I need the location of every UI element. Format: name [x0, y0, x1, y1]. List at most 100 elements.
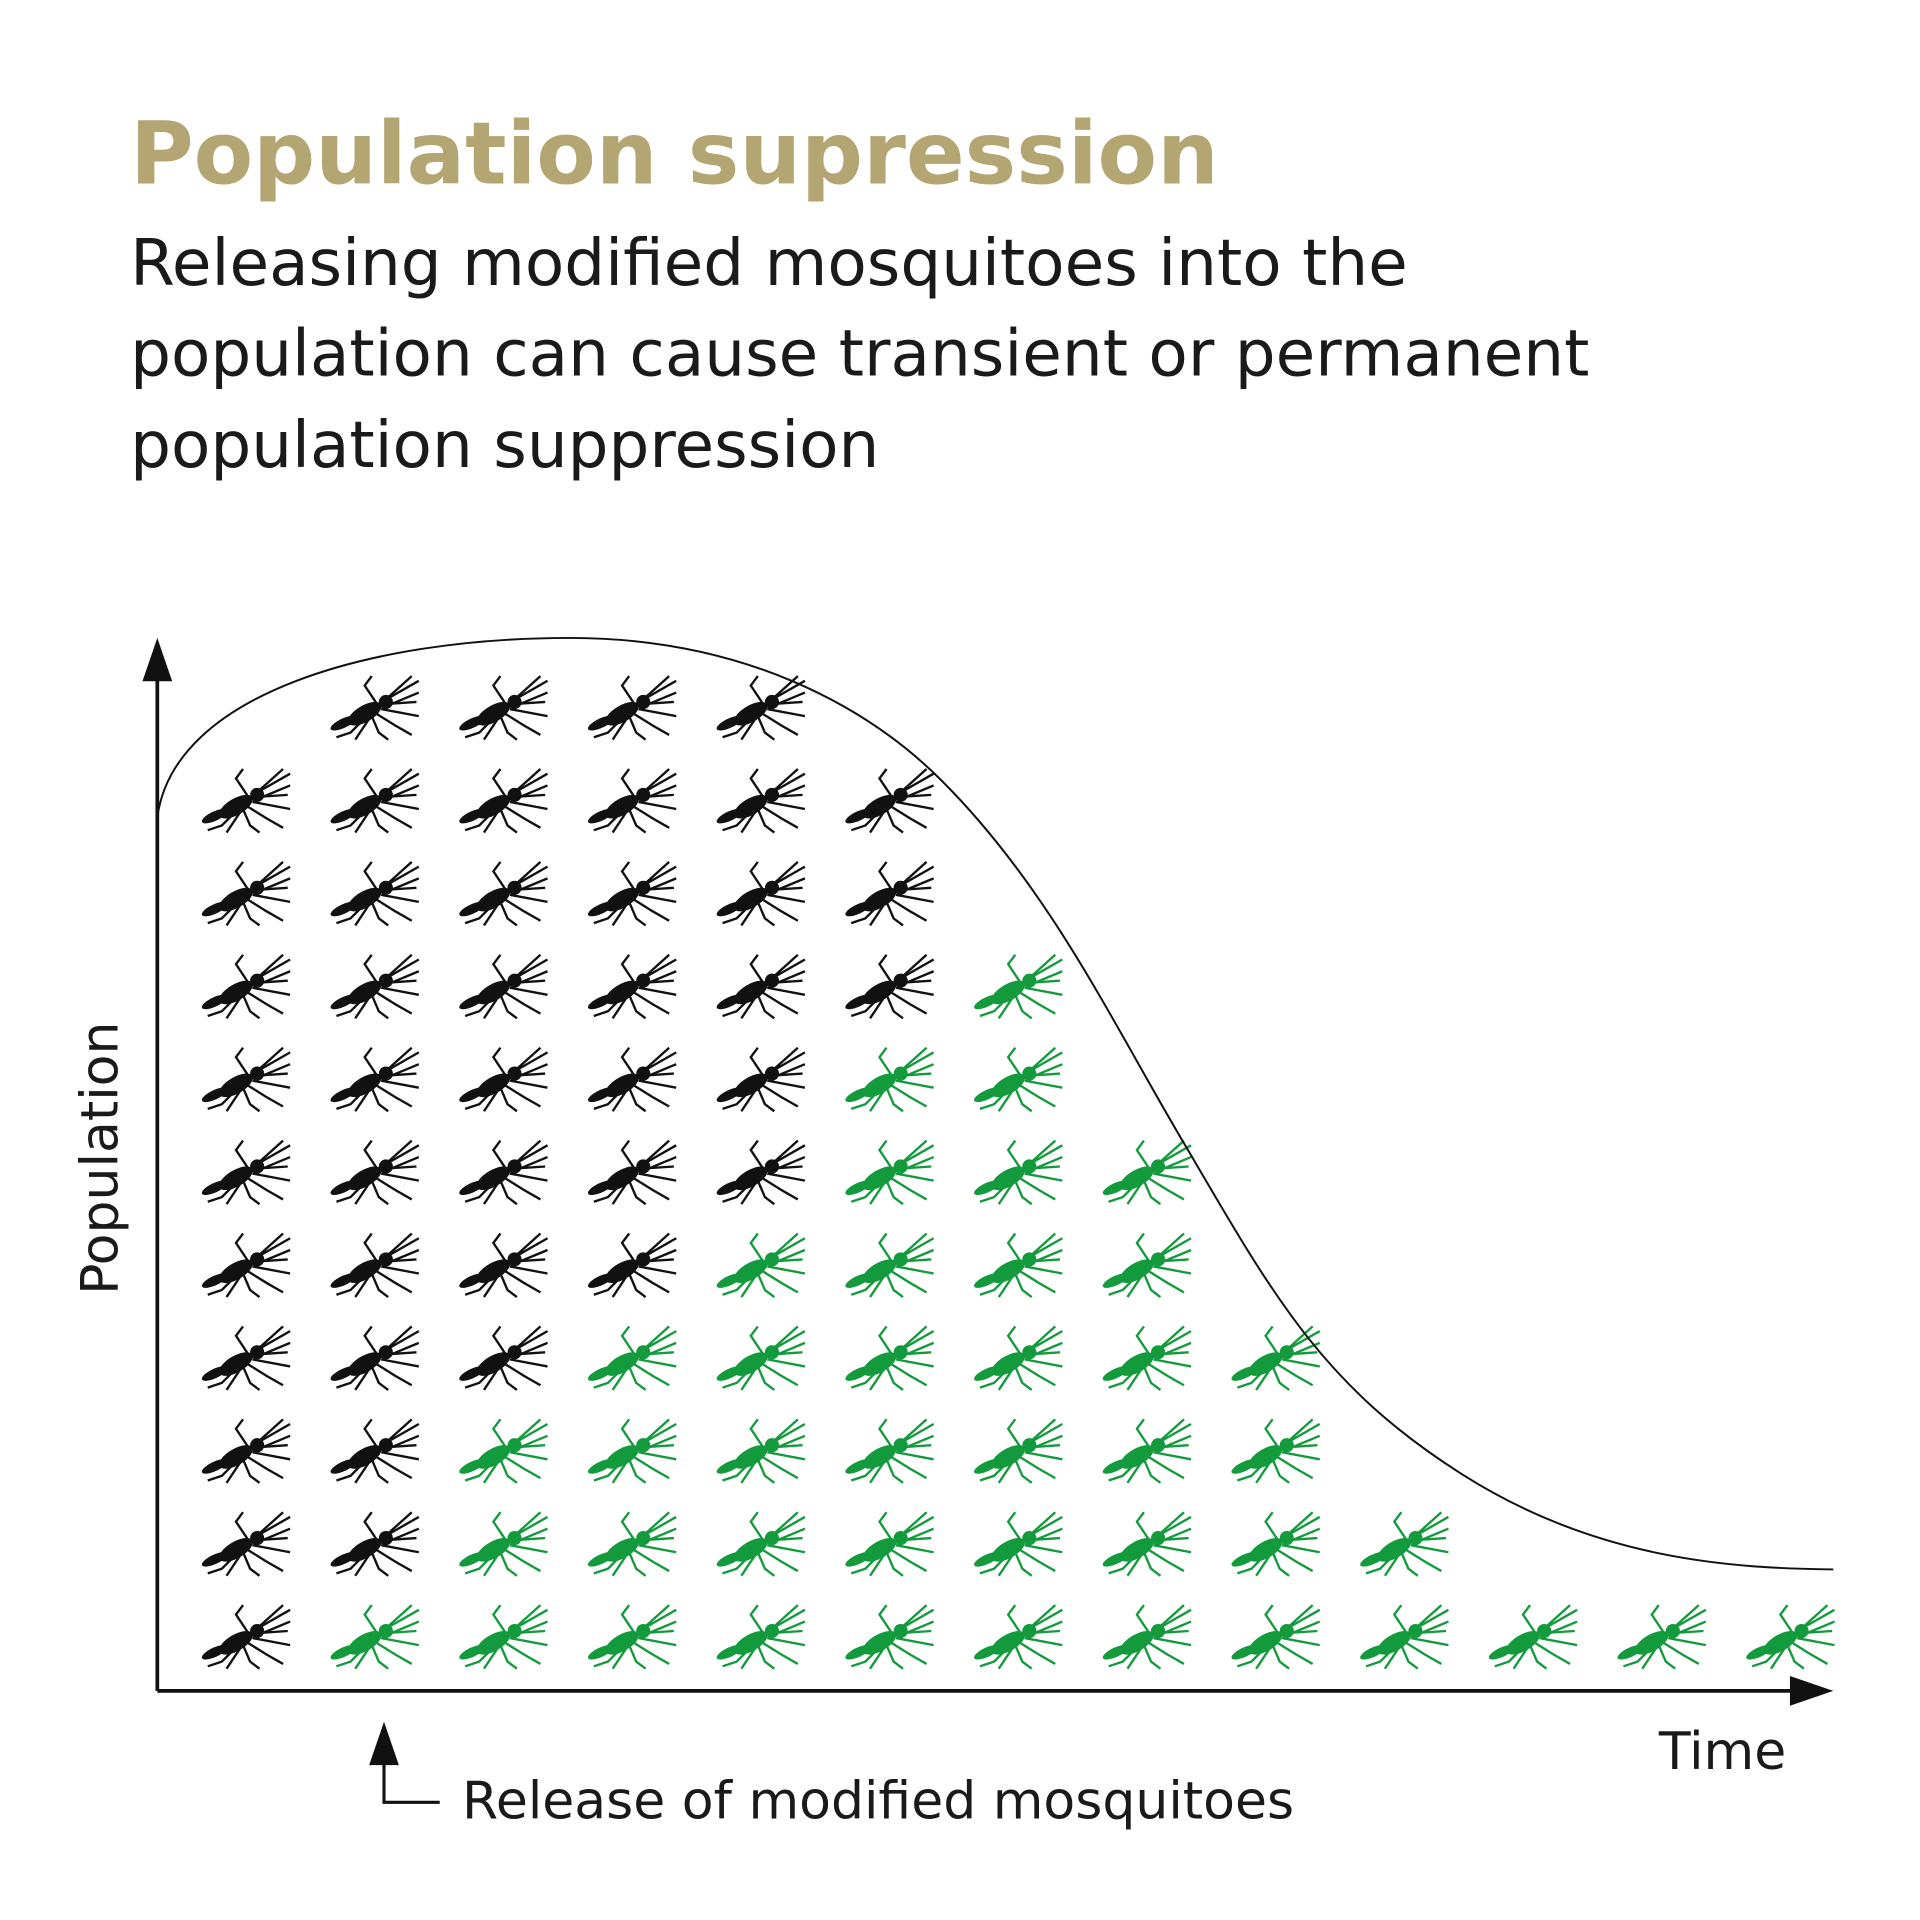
wild-mosquito — [329, 1232, 420, 1299]
modified-mosquito — [715, 1418, 807, 1485]
wild-mosquito — [458, 767, 549, 834]
subtitle-line: Releasing modified mosquitoes into the — [130, 226, 1408, 301]
wild-mosquito — [458, 1139, 549, 1206]
modified-mosquito — [972, 1232, 1064, 1299]
modified-mosquito — [972, 1603, 1064, 1670]
wild-mosquito — [200, 1139, 292, 1206]
wild-mosquito — [200, 1325, 292, 1392]
modified-mosquito — [844, 1603, 935, 1670]
wild-mosquito — [200, 1603, 292, 1670]
wild-mosquito — [329, 1511, 420, 1577]
modified-mosquito — [972, 1325, 1064, 1392]
modified-mosquito — [329, 1603, 420, 1670]
modified-mosquito — [715, 1511, 807, 1577]
wild-mosquito — [458, 674, 549, 741]
wild-mosquito — [586, 674, 678, 741]
modified-mosquito — [844, 1511, 935, 1577]
wild-mosquito — [458, 1325, 549, 1392]
modified-mosquito — [972, 1139, 1064, 1206]
modified-mosquito — [1230, 1603, 1321, 1670]
release-arrow — [382, 1758, 440, 1804]
wild-mosquito — [715, 767, 807, 834]
wild-mosquito — [329, 860, 420, 927]
wild-mosquito — [715, 1139, 807, 1206]
population-curve — [156, 636, 1834, 1571]
wild-mosquito — [586, 767, 678, 834]
modified-mosquito — [844, 1418, 935, 1485]
modified-mosquito — [1230, 1511, 1321, 1577]
modified-mosquito — [844, 1046, 935, 1113]
y-axis-label: Population — [71, 1022, 131, 1295]
modified-mosquito — [586, 1511, 678, 1577]
modified-mosquito — [715, 1232, 807, 1299]
wild-mosquito — [586, 1232, 678, 1299]
wild-mosquito — [329, 1046, 420, 1113]
modified-mosquito — [972, 953, 1064, 1020]
modified-mosquito — [1101, 1418, 1193, 1485]
wild-mosquito — [329, 674, 420, 741]
y-axis-arrow — [142, 637, 173, 682]
modified-mosquito — [1101, 1603, 1193, 1670]
modified-mosquito — [1101, 1511, 1193, 1577]
modified-mosquito — [458, 1603, 549, 1670]
wild-mosquito — [329, 1325, 420, 1392]
wild-mosquito — [329, 1418, 420, 1485]
wild-mosquito — [200, 1511, 292, 1577]
mosquito-grid — [200, 674, 1836, 1670]
wild-mosquito — [715, 1046, 807, 1113]
wild-mosquito — [715, 674, 807, 741]
modified-mosquito — [1745, 1603, 1836, 1670]
modified-mosquito — [586, 1603, 678, 1670]
modified-mosquito — [1358, 1603, 1450, 1670]
wild-mosquito — [329, 1139, 420, 1206]
annotation: Release of modified mosquitoes — [462, 1771, 1294, 1831]
wild-mosquito — [586, 860, 678, 927]
wild-mosquito — [586, 953, 678, 1020]
modified-mosquito — [458, 1511, 549, 1577]
wild-mosquito — [200, 860, 292, 927]
subtitle-line: population can cause transient or perman… — [130, 316, 1589, 391]
modified-mosquito — [1358, 1511, 1450, 1577]
title: Population supression — [130, 104, 1219, 204]
wild-mosquito — [200, 1418, 292, 1485]
wild-mosquito — [715, 860, 807, 927]
wild-mosquito — [200, 953, 292, 1020]
wild-mosquito — [586, 1046, 678, 1113]
modified-mosquito — [972, 1046, 1064, 1113]
modified-mosquito — [1101, 1232, 1193, 1299]
modified-mosquito — [844, 1325, 935, 1392]
wild-mosquito — [329, 767, 420, 834]
wild-mosquito — [458, 860, 549, 927]
modified-mosquito — [1616, 1603, 1708, 1670]
modified-mosquito — [715, 1325, 807, 1392]
x-axis-label: Time — [1658, 1722, 1786, 1782]
modified-mosquito — [972, 1511, 1064, 1577]
modified-mosquito — [1487, 1603, 1579, 1670]
wild-mosquito — [329, 953, 420, 1020]
wild-mosquito — [844, 860, 935, 927]
modified-mosquito — [972, 1418, 1064, 1485]
modified-mosquito — [715, 1603, 807, 1670]
wild-mosquito — [458, 1232, 549, 1299]
modified-mosquito — [458, 1418, 549, 1485]
modified-mosquito — [844, 1139, 935, 1206]
wild-mosquito — [200, 1232, 292, 1299]
subtitle-line: population suppression — [130, 408, 879, 483]
modified-mosquito — [586, 1325, 678, 1392]
wild-mosquito — [200, 767, 292, 834]
modified-mosquito — [1101, 1139, 1193, 1206]
wild-mosquito — [715, 953, 807, 1020]
modified-mosquito — [586, 1418, 678, 1485]
x-axis-arrow — [1789, 1675, 1834, 1706]
modified-mosquito — [1230, 1418, 1321, 1485]
modified-mosquito — [844, 1232, 935, 1299]
wild-mosquito — [458, 953, 549, 1020]
modified-mosquito — [1101, 1325, 1193, 1392]
release-arrow-head — [369, 1721, 399, 1766]
wild-mosquito — [844, 953, 935, 1020]
wild-mosquito — [844, 767, 935, 834]
wild-mosquito — [200, 1046, 292, 1113]
wild-mosquito — [458, 1046, 549, 1113]
